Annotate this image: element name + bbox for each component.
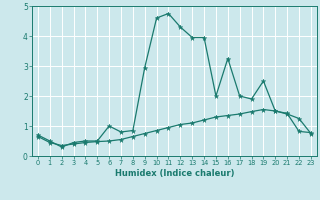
X-axis label: Humidex (Indice chaleur): Humidex (Indice chaleur) <box>115 169 234 178</box>
